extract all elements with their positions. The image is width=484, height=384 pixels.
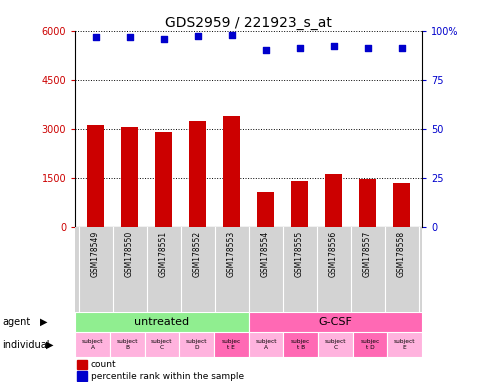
Bar — [121, 127, 138, 227]
Text: subject
C: subject C — [151, 339, 172, 350]
Bar — [189, 121, 206, 227]
Point — [125, 33, 133, 40]
Text: individual: individual — [2, 340, 50, 350]
Text: subject
D: subject D — [185, 339, 207, 350]
Text: GSM178552: GSM178552 — [193, 231, 202, 277]
Text: subjec
t B: subjec t B — [290, 339, 310, 350]
Point — [193, 33, 201, 39]
Point — [91, 33, 99, 40]
Bar — [290, 181, 307, 227]
Bar — [283, 333, 318, 357]
Bar — [75, 333, 109, 357]
Text: subjec
t E: subjec t E — [221, 339, 241, 350]
Text: subject
B: subject B — [116, 339, 137, 350]
Text: G-CSF: G-CSF — [318, 317, 351, 327]
Bar — [358, 179, 375, 227]
Bar — [144, 333, 179, 357]
Text: subjec
t D: subjec t D — [360, 339, 379, 350]
Point — [363, 45, 371, 51]
Text: count: count — [91, 360, 116, 369]
Point — [329, 43, 337, 50]
Bar — [248, 333, 283, 357]
Text: subject
A: subject A — [82, 339, 103, 350]
Text: GSM178551: GSM178551 — [159, 231, 168, 277]
Text: subject
E: subject E — [393, 339, 414, 350]
Bar — [213, 333, 248, 357]
Text: ▶: ▶ — [45, 340, 53, 350]
Text: GSM178557: GSM178557 — [363, 231, 371, 277]
Bar — [179, 333, 213, 357]
Title: GDS2959 / 221923_s_at: GDS2959 / 221923_s_at — [165, 16, 332, 30]
Bar — [352, 333, 386, 357]
Text: GSM178549: GSM178549 — [91, 231, 100, 277]
Bar — [77, 371, 87, 381]
Bar — [318, 333, 352, 357]
Point — [397, 45, 405, 51]
Bar — [87, 126, 104, 227]
Bar — [386, 333, 421, 357]
Bar — [223, 116, 240, 227]
Text: GSM178556: GSM178556 — [328, 231, 337, 277]
Point — [227, 31, 235, 38]
Point — [261, 47, 269, 53]
Text: GSM178554: GSM178554 — [260, 231, 270, 277]
Text: GSM178550: GSM178550 — [125, 231, 134, 277]
Bar — [257, 192, 273, 227]
Bar — [248, 311, 421, 333]
Text: subject
C: subject C — [324, 339, 345, 350]
Bar — [77, 360, 87, 369]
Text: agent: agent — [2, 317, 30, 327]
Bar — [392, 182, 409, 227]
Point — [159, 35, 167, 41]
Bar — [155, 132, 172, 227]
Text: GSM178553: GSM178553 — [227, 231, 236, 277]
Text: subject
A: subject A — [255, 339, 276, 350]
Text: percentile rank within the sample: percentile rank within the sample — [91, 372, 243, 381]
Point — [295, 45, 303, 51]
Bar — [109, 333, 144, 357]
Bar — [75, 311, 248, 333]
Text: untreated: untreated — [134, 317, 189, 327]
Bar — [324, 174, 341, 227]
Text: GSM178555: GSM178555 — [294, 231, 303, 277]
Text: GSM178558: GSM178558 — [396, 231, 405, 277]
Text: ▶: ▶ — [40, 317, 47, 327]
